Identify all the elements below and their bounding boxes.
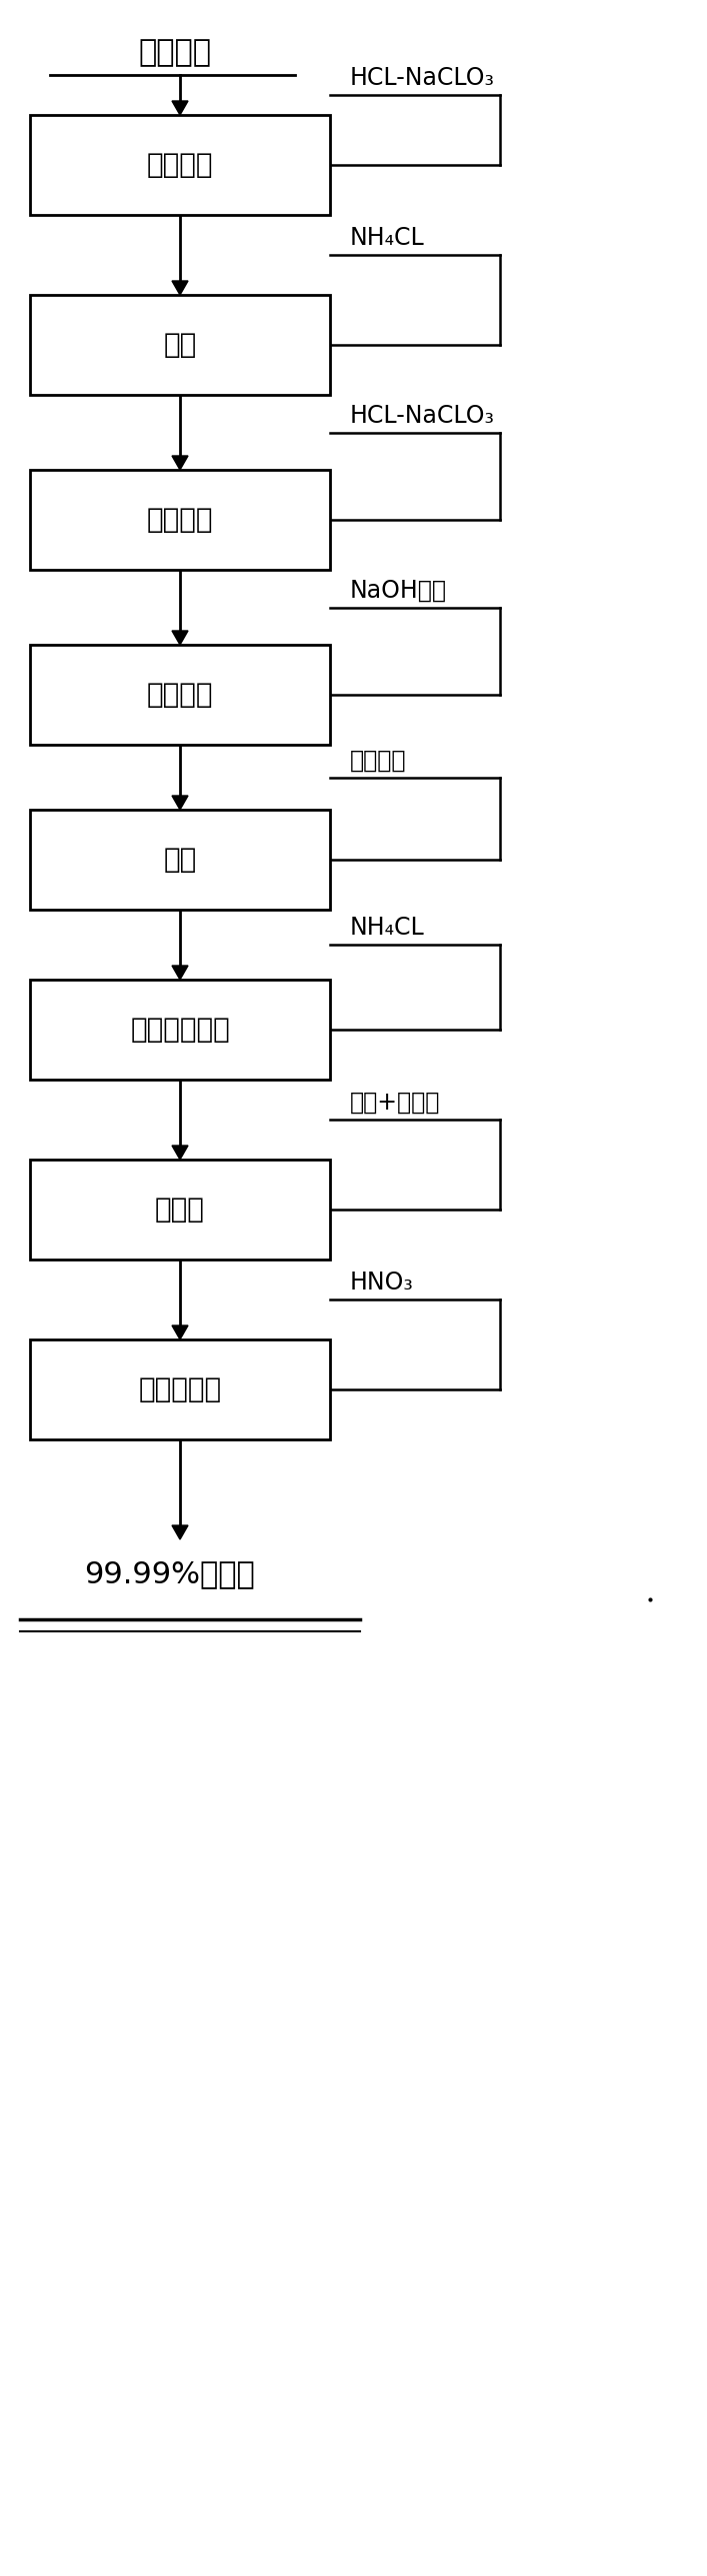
Bar <box>30 809 330 909</box>
Bar <box>30 469 330 569</box>
Text: 沉钯后液沉铂: 沉钯后液沉铂 <box>130 1015 230 1043</box>
Polygon shape <box>172 631 188 644</box>
Polygon shape <box>172 456 188 469</box>
Polygon shape <box>172 100 188 116</box>
Polygon shape <box>172 966 188 979</box>
Text: 丁二酮肟: 丁二酮肟 <box>350 747 407 773</box>
Text: 液碱+水合肼: 液碱+水合肼 <box>350 1090 440 1115</box>
Text: NH₄CL: NH₄CL <box>350 227 425 250</box>
Bar <box>30 1159 330 1260</box>
Text: NH₄CL: NH₄CL <box>350 914 425 940</box>
Text: 铂还原: 铂还原 <box>155 1195 205 1224</box>
Text: HCL-NaCLO₃: HCL-NaCLO₃ <box>350 404 495 428</box>
Polygon shape <box>172 1525 188 1540</box>
Text: 99.99%海绵铂: 99.99%海绵铂 <box>85 1558 255 1589</box>
Bar <box>30 294 330 394</box>
Text: HNO₃: HNO₃ <box>350 1270 414 1296</box>
Bar <box>30 644 330 744</box>
Text: HCL-NaCLO₃: HCL-NaCLO₃ <box>350 67 495 90</box>
Polygon shape <box>172 281 188 294</box>
Text: 沉铂: 沉铂 <box>163 330 197 358</box>
Text: 海绵铂酸洗: 海绵铂酸洗 <box>139 1376 221 1404</box>
Bar <box>30 1340 330 1440</box>
Bar <box>30 116 330 214</box>
Text: 氯铂酸铵: 氯铂酸铵 <box>139 39 211 67</box>
Polygon shape <box>172 796 188 809</box>
Polygon shape <box>172 1327 188 1340</box>
Text: 氧化溶铂: 氧化溶铂 <box>147 152 214 178</box>
Text: 浓缩水解: 浓缩水解 <box>147 680 214 708</box>
Text: NaOH溶液: NaOH溶液 <box>350 577 447 603</box>
Text: 沉钯: 沉钯 <box>163 845 197 873</box>
Bar <box>30 979 330 1079</box>
Text: 氧化溶铂: 氧化溶铂 <box>147 505 214 533</box>
Polygon shape <box>172 1146 188 1159</box>
